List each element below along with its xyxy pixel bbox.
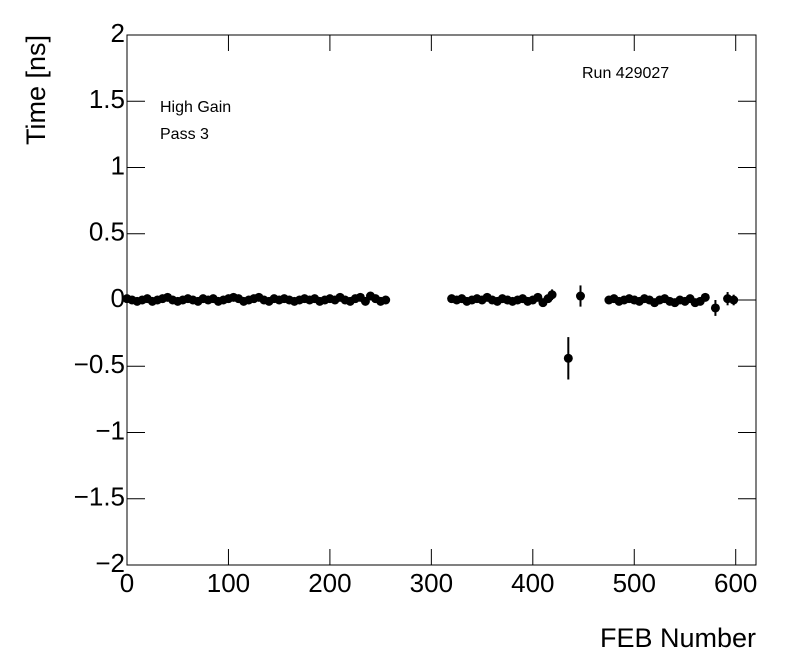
x-tick-label: 300 [410, 568, 453, 598]
annotation: Run 429027 [582, 65, 669, 82]
y-tick-label: 2 [111, 18, 125, 48]
annotation: High Gain [160, 99, 231, 116]
y-tick-label: −1.5 [74, 482, 125, 512]
y-tick-label: −2 [95, 548, 125, 578]
point [563, 353, 573, 363]
x-tick-label: 100 [207, 568, 250, 598]
y-tick-label: −0.5 [74, 349, 125, 379]
x-tick-label: 0 [120, 568, 134, 598]
x-tick-label: 200 [308, 568, 351, 598]
y-tick-label: 0 [111, 283, 125, 313]
annotation: Pass 3 [160, 126, 209, 143]
point [547, 290, 557, 300]
point [700, 292, 710, 302]
point [729, 295, 739, 305]
point [710, 303, 720, 313]
x-tick-label: 600 [714, 568, 757, 598]
y-axis-title: Time [ns] [21, 35, 51, 145]
x-tick-label: 500 [613, 568, 656, 598]
y-tick-label: 1 [111, 150, 125, 180]
point [575, 291, 585, 301]
point [381, 295, 391, 305]
x-tick-label: 400 [511, 568, 554, 598]
y-tick-label: 1.5 [89, 84, 125, 114]
y-tick-label: −1 [95, 415, 125, 445]
y-tick-label: 0.5 [89, 217, 125, 247]
x-axis-title: FEB Number [600, 623, 756, 653]
